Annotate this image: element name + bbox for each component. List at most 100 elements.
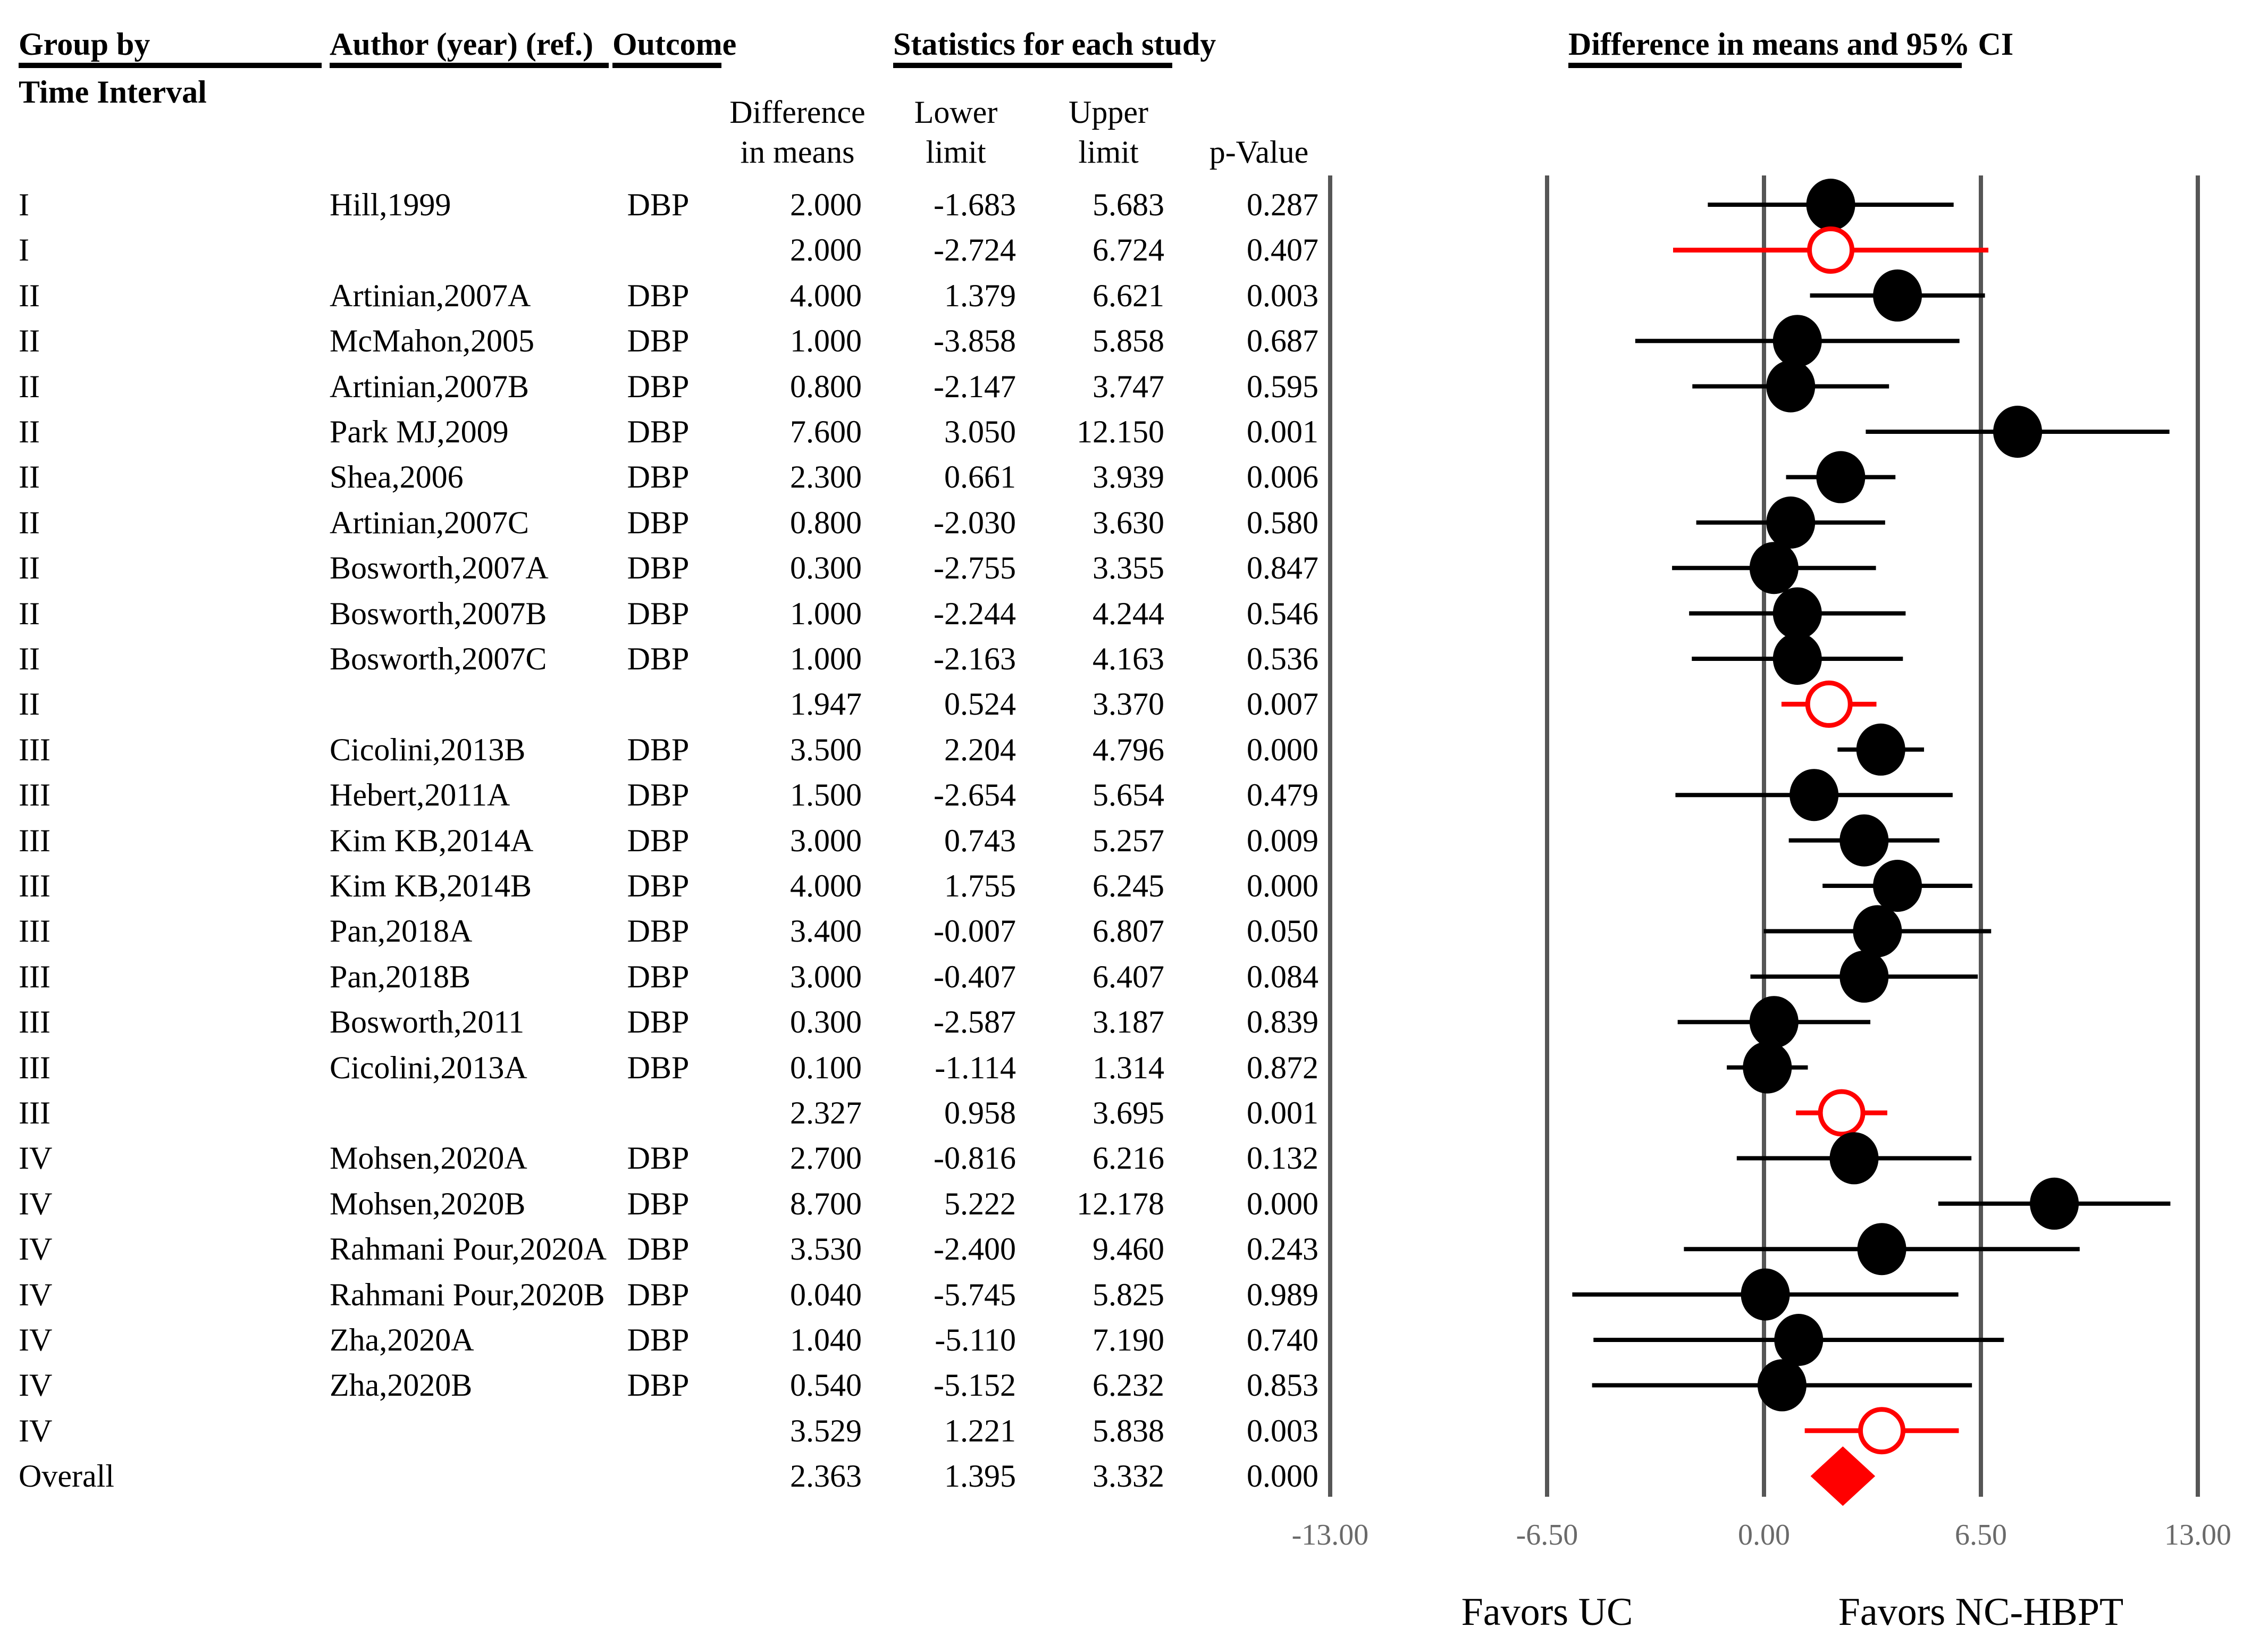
- row-author: Pan,2018B: [330, 959, 471, 994]
- favors-left-label: Favors UC: [1461, 1590, 1633, 1634]
- axis-tick-label: -13.00: [1292, 1519, 1369, 1552]
- summary-marker: [1818, 1089, 1866, 1137]
- row-p-value: 0.243: [1247, 1231, 1318, 1267]
- row-author: Rahmani Pour,2020B: [330, 1277, 605, 1312]
- row-lower-limit: -0.407: [934, 959, 1016, 994]
- row-p-value: 0.287: [1247, 187, 1318, 222]
- row-diff-in-means: 3.529: [790, 1413, 862, 1448]
- row-diff-in-means: 3.530: [790, 1231, 862, 1267]
- row-p-value: 0.847: [1247, 550, 1318, 586]
- row-upper-limit: 5.257: [1093, 823, 1164, 858]
- row-diff-in-means: 3.400: [790, 913, 862, 949]
- row-lower-limit: -1.683: [934, 187, 1016, 222]
- row-upper-limit: 3.187: [1093, 1004, 1164, 1040]
- row-lower-limit: -2.030: [934, 505, 1016, 540]
- row-outcome: DBP: [627, 1186, 690, 1221]
- row-author: Cicolini,2013A: [330, 1050, 527, 1085]
- table-row: IV Mohsen,2020A DBP 2.700 -0.816 6.216 0.132: [0, 1135, 1382, 1181]
- summary-marker: [1805, 680, 1853, 728]
- table-row-summary: III 2.327 0.958 3.695 0.001: [0, 1090, 1382, 1136]
- row-p-value: 0.536: [1247, 641, 1318, 676]
- row-group-label: III: [19, 959, 51, 994]
- column-header-statistics: Statistics for each study: [893, 27, 1216, 62]
- overall-diamond: [1810, 1446, 1876, 1506]
- row-diff-in-means: 1.040: [790, 1322, 862, 1357]
- study-marker: [1853, 905, 1902, 958]
- row-outcome: DBP: [627, 1322, 690, 1357]
- row-diff-in-means: 4.000: [790, 868, 862, 903]
- subheader-p-value: p-Value: [1209, 135, 1309, 170]
- row-lower-limit: -5.152: [934, 1368, 1016, 1403]
- underline-group-by: [19, 63, 322, 68]
- row-upper-limit: 6.216: [1093, 1141, 1164, 1176]
- row-group-label: II: [19, 686, 40, 722]
- row-upper-limit: 12.178: [1077, 1186, 1164, 1221]
- table-row: III Pan,2018B DBP 3.000 -0.407 6.407 0.084: [0, 954, 1382, 1000]
- row-group-label: IV: [19, 1277, 53, 1312]
- row-author: Shea,2006: [330, 459, 464, 495]
- row-lower-limit: 0.743: [944, 823, 1016, 858]
- summary-marker: [1858, 1407, 1906, 1455]
- row-upper-limit: 6.724: [1093, 232, 1164, 268]
- row-lower-limit: 0.661: [944, 459, 1016, 495]
- row-p-value: 0.000: [1247, 732, 1318, 767]
- row-lower-limit: 5.222: [944, 1186, 1016, 1221]
- row-author: Rahmani Pour,2020A: [330, 1231, 607, 1267]
- underline-statistics: [893, 63, 1172, 68]
- row-lower-limit: -0.007: [934, 913, 1016, 949]
- row-author: McMahon,2005: [330, 323, 534, 359]
- row-author: Bosworth,2007A: [330, 550, 549, 586]
- row-group-label: II: [19, 596, 40, 631]
- row-diff-in-means: 0.040: [790, 1277, 862, 1312]
- row-p-value: 0.003: [1247, 1413, 1318, 1448]
- row-diff-in-means: 0.540: [790, 1368, 862, 1403]
- row-outcome: DBP: [627, 777, 690, 813]
- subheader-upper: Upper: [1069, 95, 1148, 130]
- row-lower-limit: -2.755: [934, 550, 1016, 586]
- row-group-label: IV: [19, 1413, 53, 1448]
- row-diff-in-means: 0.800: [790, 368, 862, 404]
- row-group-label: II: [19, 505, 40, 540]
- row-author: Kim KB,2014A: [330, 823, 534, 858]
- row-outcome: DBP: [627, 596, 690, 631]
- subheader-difference: Difference: [729, 95, 866, 130]
- row-diff-in-means: 1.947: [790, 686, 862, 722]
- row-group-label: III: [19, 868, 51, 903]
- row-group-label: IV: [19, 1368, 53, 1403]
- row-outcome: DBP: [627, 1231, 690, 1267]
- row-outcome: DBP: [627, 278, 690, 313]
- row-lower-limit: -2.147: [934, 368, 1016, 404]
- underline-author: [330, 63, 609, 68]
- table-row-summary: II 1.947 0.524 3.370 0.007: [0, 681, 1382, 727]
- row-group-label: III: [19, 823, 51, 858]
- row-group-label: III: [19, 732, 51, 767]
- row-upper-limit: 3.332: [1093, 1458, 1164, 1494]
- table-row: II Artinian,2007A DBP 4.000 1.379 6.621 0.003: [0, 273, 1382, 318]
- study-marker: [1790, 769, 1839, 821]
- row-outcome: DBP: [627, 414, 690, 449]
- row-lower-limit: -1.114: [935, 1050, 1016, 1085]
- row-author: Kim KB,2014B: [330, 868, 532, 903]
- row-lower-limit: -2.724: [934, 232, 1016, 268]
- row-upper-limit: 3.747: [1093, 368, 1164, 404]
- row-upper-limit: 7.190: [1093, 1322, 1164, 1357]
- table-row: III Kim KB,2014B DBP 4.000 1.755 6.245 0.000: [0, 863, 1382, 909]
- row-lower-limit: 0.958: [944, 1095, 1016, 1130]
- row-group-label: IV: [19, 1186, 53, 1221]
- row-diff-in-means: 0.300: [790, 1004, 862, 1040]
- row-outcome: DBP: [627, 823, 690, 858]
- study-marker: [2030, 1177, 2079, 1230]
- row-outcome: DBP: [627, 1141, 690, 1176]
- row-lower-limit: -2.400: [934, 1231, 1016, 1267]
- row-p-value: 0.580: [1247, 505, 1318, 540]
- row-author: Park MJ,2009: [330, 414, 509, 449]
- row-author: Artinian,2007B: [330, 368, 529, 404]
- row-outcome: DBP: [627, 959, 690, 994]
- table-row: III Cicolini,2013B DBP 3.500 2.204 4.796 0.000: [0, 727, 1382, 773]
- study-marker: [1839, 814, 1889, 867]
- row-author: Bosworth,2007B: [330, 596, 547, 631]
- underline-outcome: [612, 63, 721, 68]
- row-p-value: 0.001: [1247, 1095, 1318, 1130]
- row-lower-limit: -2.163: [934, 641, 1016, 676]
